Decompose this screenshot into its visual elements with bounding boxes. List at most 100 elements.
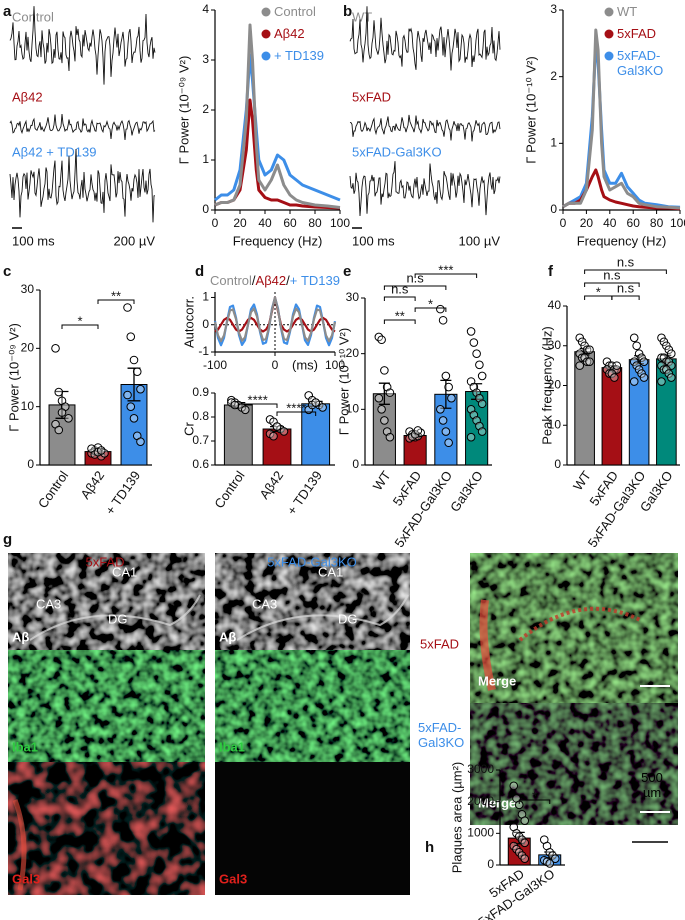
x-tick-label: 0 <box>560 216 567 230</box>
legend-marker <box>604 51 614 61</box>
image-gal3 <box>8 762 205 895</box>
category-label: Control <box>211 468 247 511</box>
significance-bracket <box>383 285 447 290</box>
data-point <box>436 304 445 314</box>
merge-label: Merge <box>478 795 516 810</box>
data-point <box>54 425 64 435</box>
y-tick-label: 3000 <box>467 762 494 776</box>
panel-letter: f <box>548 263 554 280</box>
panel-letter: g <box>3 531 12 548</box>
legend-separator: / <box>252 273 256 288</box>
data-point <box>374 393 384 403</box>
y-tick-label: 0 <box>27 457 34 471</box>
series-line <box>213 296 337 343</box>
data-point <box>585 345 594 355</box>
data-point <box>520 854 530 863</box>
region-label: CA3 <box>252 596 277 611</box>
tissue-edge <box>29 594 201 641</box>
data-point <box>240 405 250 415</box>
data-point <box>123 303 132 312</box>
data-point <box>666 349 676 359</box>
y-axis-label: Peak frequency (Hz) <box>539 326 554 445</box>
data-point <box>96 446 106 455</box>
merge-label: Merge <box>478 673 516 688</box>
data-point <box>466 327 476 336</box>
plaques <box>518 606 641 642</box>
y-tick-label: 2 <box>202 102 209 116</box>
trace <box>349 6 501 71</box>
y-axis-label: Cr <box>181 421 196 435</box>
plaques <box>479 599 496 691</box>
series-line <box>214 53 341 202</box>
data-point <box>509 781 519 791</box>
data-point <box>666 373 676 382</box>
data-point <box>444 438 453 448</box>
data-point <box>436 405 445 414</box>
data-point <box>230 400 240 410</box>
data-point <box>126 402 136 411</box>
data-point <box>472 349 481 358</box>
y-tick-label: 0 <box>202 202 209 216</box>
y-tick-label: 20 <box>346 346 360 360</box>
data-point <box>441 371 451 381</box>
y-tick-label: 2 <box>550 69 557 83</box>
data-point <box>639 373 649 382</box>
legend-label: Aβ42 <box>256 273 287 288</box>
data-point <box>575 361 585 370</box>
x-tick-label: 60 <box>283 216 297 230</box>
region-label: DG <box>338 611 358 626</box>
data-point <box>136 384 145 394</box>
data-point <box>123 390 132 400</box>
series-line <box>562 41 681 209</box>
trace-label: 5xFAD-Gal3KO <box>352 144 442 159</box>
condition-label: 5xFAD <box>420 636 459 651</box>
data-point <box>54 387 64 397</box>
panel-letter: a <box>3 3 12 20</box>
significance-bracket <box>237 403 278 408</box>
y-tick-label: 0.6 <box>192 457 209 471</box>
time-scale: 100 ms <box>12 233 55 248</box>
significance-bracket <box>584 269 667 274</box>
legend-label: Control <box>274 4 316 19</box>
x-tick-label: -100 <box>203 358 227 372</box>
category-label: Aβ42 <box>256 468 286 502</box>
x-tick-label: 0 <box>272 358 279 372</box>
y-tick-label: 0 <box>487 857 494 871</box>
y-tick-label: 0.8 <box>192 409 209 423</box>
data-point <box>413 426 423 435</box>
data-point <box>610 373 619 382</box>
y-tick-label: 0 <box>550 202 557 216</box>
y-tick-label: -1 <box>198 344 209 358</box>
significance-bracket <box>383 296 416 301</box>
data-point <box>444 382 453 392</box>
trace <box>9 113 156 140</box>
data-point <box>582 345 592 355</box>
data-point <box>477 399 487 409</box>
microscopy-panels <box>8 553 678 895</box>
data-point <box>318 403 327 412</box>
significance-label: * <box>596 284 601 299</box>
condition-label: 5xFAD-Gal3KO <box>418 720 465 750</box>
y-tick-label: 0 <box>202 317 209 331</box>
y-tick-label: 3 <box>202 52 209 66</box>
legend-label: + TD139 <box>290 273 340 288</box>
y-tick-label: 0.9 <box>192 385 209 399</box>
voltage-scale: 100 µV <box>459 233 501 248</box>
region-label: CA3 <box>36 596 61 611</box>
y-axis-label: Γ Power (10⁻⁰⁹ V²) <box>6 323 21 432</box>
y-tick-label: 20 <box>548 378 562 392</box>
y-tick-label: 30 <box>548 338 562 352</box>
significance-label: * <box>77 313 82 328</box>
data-point <box>279 427 289 436</box>
condition-label: 5xFAD-Gal3KO <box>267 554 357 569</box>
y-tick-label: 10 <box>346 402 360 416</box>
y-tick-label: 2000 <box>467 794 494 808</box>
panel-letter: d <box>195 263 204 280</box>
data-point <box>466 432 476 442</box>
legend-marker <box>604 29 614 39</box>
x-tick-label: 20 <box>580 216 594 230</box>
y-axis-label: Γ Power (10⁻¹⁰ V²) <box>336 328 351 435</box>
data-point <box>269 431 278 441</box>
